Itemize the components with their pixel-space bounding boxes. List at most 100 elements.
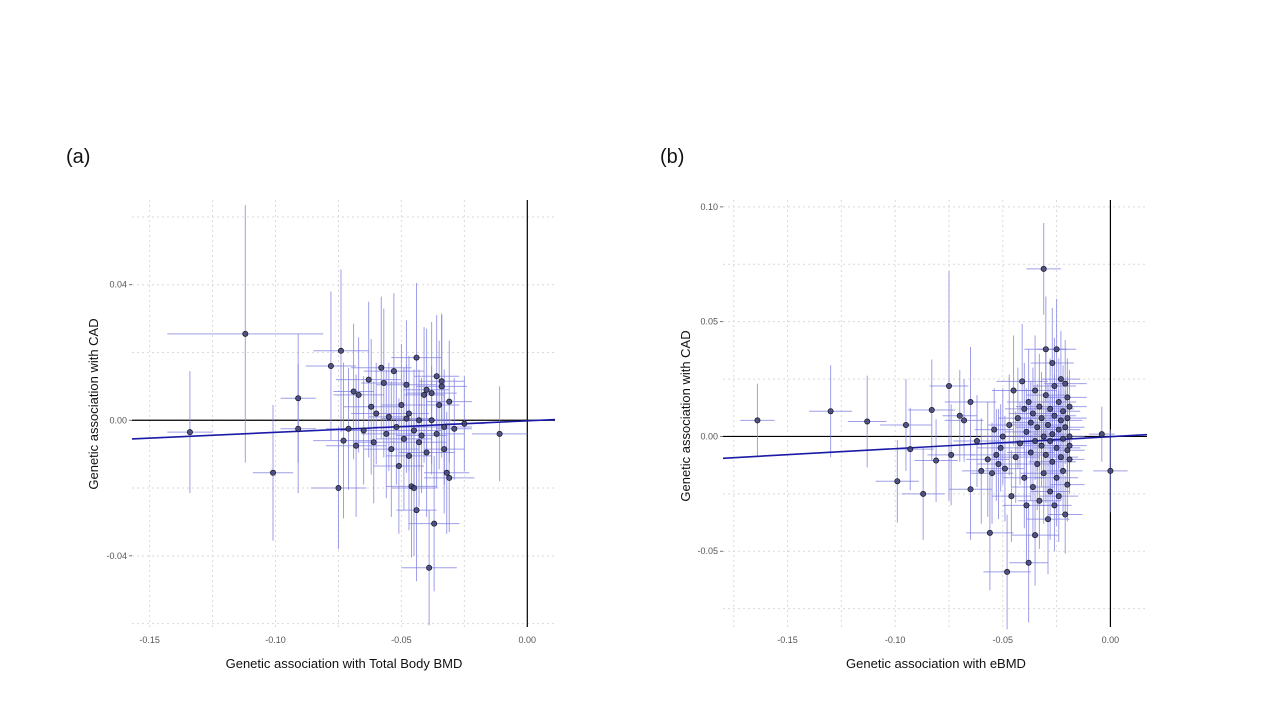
- data-point: [403, 415, 410, 422]
- data-point: [1064, 415, 1071, 422]
- y-tick-label: 0.00: [109, 415, 127, 425]
- error-bars-b: [740, 222, 1128, 630]
- ticks-a: -0.15 -0.10 -0.05 0.00 -0.04 0.00 0.04: [106, 280, 536, 645]
- data-point: [1036, 403, 1043, 410]
- y-tick-label: -0.04: [106, 551, 127, 561]
- data-point: [1042, 451, 1049, 458]
- data-point: [1029, 483, 1036, 490]
- data-point: [416, 417, 423, 424]
- data-point: [902, 421, 909, 428]
- data-point: [999, 433, 1006, 440]
- data-point: [1025, 559, 1032, 566]
- data-point: [1038, 442, 1045, 449]
- x-tick-label: -0.15: [777, 635, 798, 645]
- data-point: [1042, 392, 1049, 399]
- x-axis-label-a: Genetic association with Total Body BMD: [226, 656, 463, 671]
- data-point: [1047, 488, 1054, 495]
- data-point: [418, 432, 425, 439]
- grid-b: [723, 200, 1147, 627]
- data-point: [1012, 454, 1019, 461]
- data-point: [1032, 532, 1039, 539]
- x-tick-label: -0.05: [391, 635, 412, 645]
- data-point: [1057, 417, 1064, 424]
- data-point: [295, 425, 302, 432]
- data-point: [1032, 438, 1039, 445]
- x-tick-label: -0.05: [993, 635, 1014, 645]
- data-point: [1027, 449, 1034, 456]
- data-point: [416, 439, 423, 446]
- data-point: [1044, 421, 1051, 428]
- data-point: [973, 438, 980, 445]
- data-point: [355, 391, 362, 398]
- data-point: [1053, 346, 1060, 353]
- data-point: [1060, 435, 1067, 442]
- data-point: [1021, 405, 1028, 412]
- data-point: [1066, 456, 1073, 463]
- data-point: [948, 451, 955, 458]
- data-point: [1060, 408, 1067, 415]
- data-point: [986, 529, 993, 536]
- x-tick-label: 0.00: [519, 635, 537, 645]
- data-point: [337, 347, 344, 354]
- y-tick-label: 0.04: [109, 280, 127, 290]
- data-point: [1025, 399, 1032, 406]
- data-point: [398, 402, 405, 409]
- data-point: [1036, 497, 1043, 504]
- data-point: [1062, 511, 1069, 518]
- data-point: [1107, 467, 1114, 474]
- data-point: [1014, 415, 1021, 422]
- data-point: [378, 364, 385, 371]
- data-point: [433, 430, 440, 437]
- data-point: [410, 427, 417, 434]
- plot-panel-a: -0.15 -0.10 -0.05 0.00 -0.04 0.00 0.04 Genetic …: [86, 200, 556, 671]
- data-point: [423, 449, 430, 456]
- data-point: [1034, 461, 1041, 468]
- data-point: [1055, 426, 1062, 433]
- data-point: [1023, 428, 1030, 435]
- data-point: [413, 507, 420, 514]
- data-point: [1021, 474, 1028, 481]
- data-point: [1062, 424, 1069, 431]
- data-point: [907, 446, 914, 453]
- data-point: [1001, 465, 1008, 472]
- data-point: [997, 444, 1004, 451]
- data-point: [1023, 502, 1030, 509]
- data-point: [428, 390, 435, 397]
- x-axis-label-b: Genetic association with eBMD: [846, 656, 1026, 671]
- ticks-b: -0.15 -0.10 -0.05 0.00 -0.05 0.00 0.05 0.10: [697, 202, 1119, 645]
- data-point: [388, 446, 395, 453]
- data-point: [395, 463, 402, 470]
- fit-line-a: [131, 418, 556, 440]
- data-point: [390, 368, 397, 375]
- data-point: [1049, 431, 1056, 438]
- data-point: [186, 429, 193, 436]
- y-axis-label-a: Genetic association with CAD: [86, 318, 101, 489]
- data-point: [405, 452, 412, 459]
- data-point: [438, 378, 445, 385]
- data-point: [1038, 415, 1045, 422]
- data-point: [754, 417, 761, 424]
- data-point: [1051, 502, 1058, 509]
- data-point: [373, 410, 380, 417]
- data-point: [1049, 458, 1056, 465]
- x-tick-label: 0.00: [1102, 635, 1120, 645]
- y-tick-label: -0.05: [697, 546, 718, 556]
- data-point: [1044, 516, 1051, 523]
- data-point: [1019, 378, 1026, 385]
- data-point: [920, 490, 927, 497]
- plot-panel-b: -0.15 -0.10 -0.05 0.00 -0.05 0.00 0.05 0.10 Gene…: [678, 200, 1148, 671]
- data-point: [385, 413, 392, 420]
- data-point: [991, 426, 998, 433]
- data-point: [1064, 394, 1071, 401]
- data-point: [360, 427, 367, 434]
- data-point: [1010, 387, 1017, 394]
- data-point: [993, 451, 1000, 458]
- data-point: [967, 486, 974, 493]
- data-point: [1017, 440, 1024, 447]
- data-point: [1042, 346, 1049, 353]
- data-point: [1034, 424, 1041, 431]
- y-axis-label-b: Genetic association with CAD: [678, 330, 693, 501]
- x-tick-label: -0.15: [139, 635, 160, 645]
- data-point: [451, 425, 458, 432]
- data-point: [421, 391, 428, 398]
